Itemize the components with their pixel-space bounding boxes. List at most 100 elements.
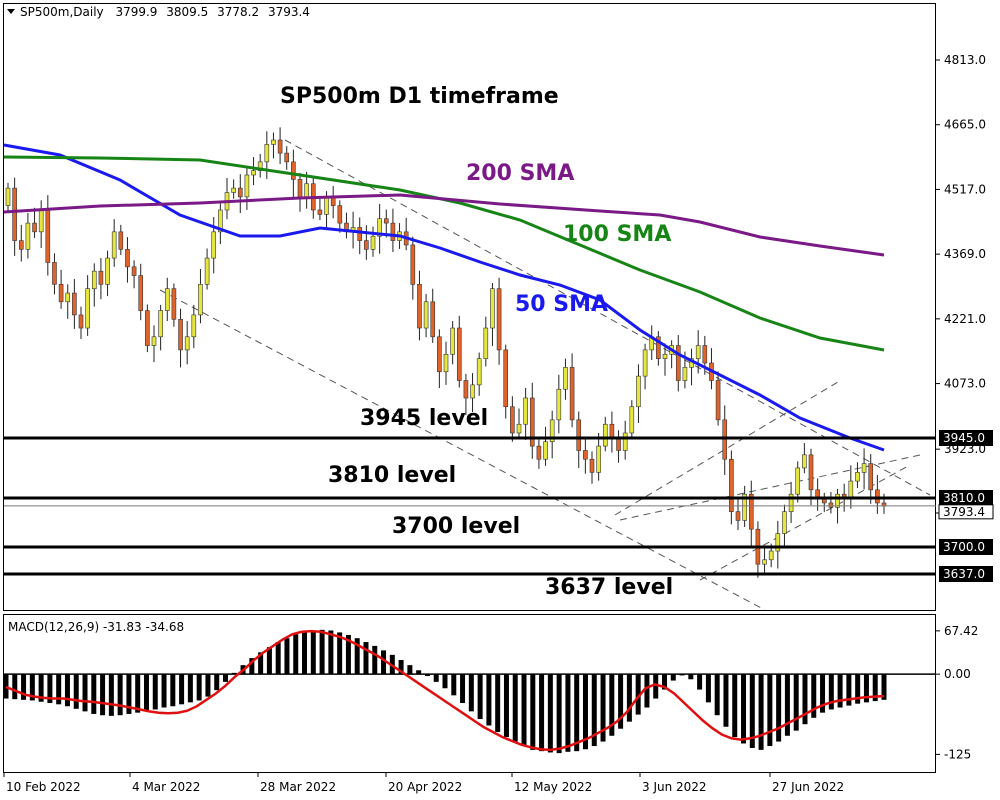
candle-body <box>5 187 11 206</box>
macd-histogram-bar <box>679 674 685 676</box>
level-tag-bg-3945 <box>939 430 993 446</box>
macd-histogram-bar <box>802 674 808 725</box>
candle-body <box>549 419 555 443</box>
macd-histogram-bar <box>161 674 167 708</box>
candle-body <box>808 454 814 491</box>
macd-histogram-bar <box>609 674 615 736</box>
candle-body <box>510 406 515 434</box>
candle-body <box>450 327 455 355</box>
candle-body <box>271 139 276 145</box>
price-tick-label: 4665.0 <box>944 118 986 132</box>
candle-body <box>775 533 781 552</box>
candle-body <box>470 384 475 399</box>
date-axis: 10 Feb 2022 4 Mar 2022 28 Mar 2022 20 Apr 2… <box>3 773 844 794</box>
candle-body <box>729 458 734 512</box>
macd-indicator: 67.42 0.00 -125 <box>3 624 978 761</box>
macd-histogram-bar <box>863 674 869 703</box>
macd-histogram-bar <box>143 674 149 711</box>
price-tick-label: 4221.0 <box>944 312 986 326</box>
macd-histogram-bar <box>126 674 132 714</box>
candle-body <box>636 375 641 408</box>
macd-histogram-bar <box>117 674 123 716</box>
macd-histogram-bar <box>319 629 325 675</box>
macd-histogram-bar <box>91 674 97 714</box>
candle-body <box>656 336 661 359</box>
candle-body <box>622 432 628 451</box>
candle-body <box>609 423 615 438</box>
level-label-3810: 3810 level <box>328 463 456 488</box>
candle-body <box>284 152 290 163</box>
macd-histogram-bar <box>828 674 834 710</box>
macd-histogram-bar <box>626 674 632 722</box>
candle-body <box>642 349 648 377</box>
macd-histogram-bar <box>407 665 413 675</box>
candle-body <box>503 349 509 408</box>
candle-body <box>782 511 787 534</box>
macd-histogram-bar <box>3 674 9 699</box>
macd-histogram-bar <box>73 674 79 709</box>
candle-body <box>158 310 163 338</box>
candle-body <box>171 288 177 320</box>
candle-body <box>702 345 708 364</box>
sma-line-200 <box>3 193 885 257</box>
macd-histogram-bar <box>723 674 729 727</box>
macd-histogram-bar <box>214 674 220 691</box>
level-label-3945: 3945 level <box>360 406 488 431</box>
macd-histogram-bar <box>820 674 826 713</box>
candle-body <box>875 489 880 504</box>
candle-body <box>390 222 396 241</box>
price-tick-label: 4517.0 <box>944 182 986 196</box>
candle-body <box>324 196 329 215</box>
macd-histogram-bar <box>591 674 597 747</box>
candle-body <box>184 336 190 351</box>
candle-body <box>417 284 422 329</box>
candle-body <box>861 463 867 473</box>
main-pane-frame <box>3 3 936 611</box>
candle-body <box>38 209 44 233</box>
candle-body <box>735 511 741 521</box>
macd-histogram-bar <box>582 674 588 750</box>
level-tag-label-3945: 3945.0 <box>943 431 985 445</box>
macd-histogram-bar <box>784 674 790 736</box>
candle-body <box>32 222 37 233</box>
candle-body <box>423 301 429 329</box>
candle-body <box>52 262 57 285</box>
candle-body <box>543 441 548 460</box>
macd-histogram-bar <box>460 674 466 704</box>
level-tag-label-3637: 3637.0 <box>943 567 985 581</box>
candle-body <box>78 314 84 329</box>
dropdown-arrow-icon[interactable] <box>7 9 15 14</box>
macd-tick-label: 0.00 <box>944 667 971 681</box>
macd-histogram-bar <box>187 674 193 703</box>
macd-histogram-bar <box>354 638 360 675</box>
sma-line-100 <box>3 155 885 352</box>
candle-body <box>251 170 256 176</box>
candle-body <box>722 419 728 460</box>
candle-body <box>317 209 323 215</box>
macd-histogram-bar <box>653 674 659 699</box>
price-tick-label: 4073.0 <box>944 377 986 391</box>
candle-body <box>742 493 747 521</box>
candle-body <box>125 249 130 268</box>
macd-tick-label: -125 <box>944 747 971 761</box>
macd-histogram-bar <box>424 674 430 677</box>
candle-body <box>231 187 236 193</box>
candle-body <box>45 209 51 263</box>
candle-body <box>131 266 137 276</box>
macd-histogram-bar <box>881 674 887 700</box>
candle-body <box>589 458 595 473</box>
macd-histogram-bar <box>793 674 799 731</box>
candle-body <box>490 288 495 329</box>
candle-body <box>218 209 223 233</box>
macd-tick-label: 67.42 <box>944 624 978 638</box>
macd-histogram-bar <box>846 674 852 706</box>
channel-line <box>284 139 931 496</box>
macd-histogram-bar <box>688 674 694 680</box>
candle-body <box>788 493 794 512</box>
candle-body <box>357 227 363 241</box>
candle-body <box>602 423 608 447</box>
macd-histogram-bar <box>363 642 369 675</box>
macd-histogram-bar <box>433 674 439 682</box>
candle-body <box>25 222 31 250</box>
candle-body <box>151 336 157 346</box>
